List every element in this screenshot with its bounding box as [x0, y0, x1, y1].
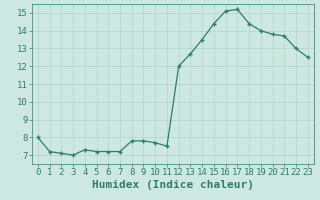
X-axis label: Humidex (Indice chaleur): Humidex (Indice chaleur)	[92, 180, 254, 190]
